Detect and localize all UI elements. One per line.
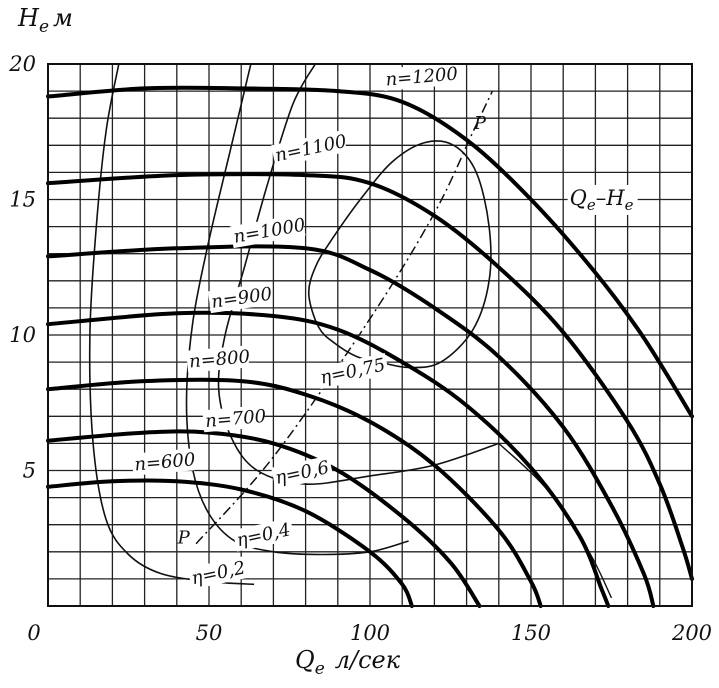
x-tick-label: 0	[27, 621, 40, 645]
operating-line-label: P	[473, 113, 487, 134]
characteristic-curve	[46, 172, 694, 581]
label-background	[187, 555, 250, 590]
x-tick-label: 150	[511, 621, 551, 645]
characteristic-curves	[46, 85, 694, 608]
label-background	[202, 405, 266, 433]
tick-labels: 0 50 100 150 200 5 10 15 20	[8, 52, 712, 645]
label-background	[207, 282, 272, 314]
characteristic-curve	[46, 478, 414, 608]
y-tick-label: 10	[9, 323, 36, 347]
label-background	[131, 448, 195, 476]
x-axis-label: Qe л/сек	[295, 646, 401, 679]
label-background	[186, 345, 250, 373]
efficiency-curve	[88, 63, 255, 586]
label-background	[271, 455, 334, 490]
y-axis-label: He м	[17, 4, 73, 37]
qh-curve-label: Qe–He	[570, 186, 634, 214]
operating-line-label: P	[177, 528, 191, 549]
y-tick-label: 20	[8, 52, 36, 76]
operating-line: PP	[177, 90, 494, 549]
label-background	[229, 213, 306, 249]
characteristic-curve	[46, 429, 482, 608]
characteristic-label: n=1200	[385, 63, 459, 90]
label-background	[271, 130, 348, 167]
label-background	[316, 353, 390, 390]
y-tick-label: 15	[9, 188, 36, 212]
grid	[48, 64, 692, 606]
characteristic-label: n=700	[204, 406, 267, 432]
efficiency-label: η=0,75	[318, 354, 387, 388]
characteristic-curve	[46, 244, 656, 608]
label-background	[232, 517, 295, 552]
x-tick-label: 200	[671, 621, 712, 645]
x-tick-label: 50	[196, 621, 223, 645]
y-tick-label: 5	[23, 459, 36, 483]
label-background	[382, 62, 458, 91]
characteristic-curve	[46, 85, 694, 419]
characteristic-curve	[46, 377, 543, 608]
characteristic-curve	[46, 310, 611, 608]
label-background	[567, 184, 638, 215]
plot-frame	[47, 63, 693, 607]
characteristic-label: n=600	[134, 449, 197, 475]
x-tick-label: 100	[350, 621, 390, 645]
efficiency-curves	[88, 63, 613, 599]
characteristic-label: n=1000	[232, 215, 307, 248]
